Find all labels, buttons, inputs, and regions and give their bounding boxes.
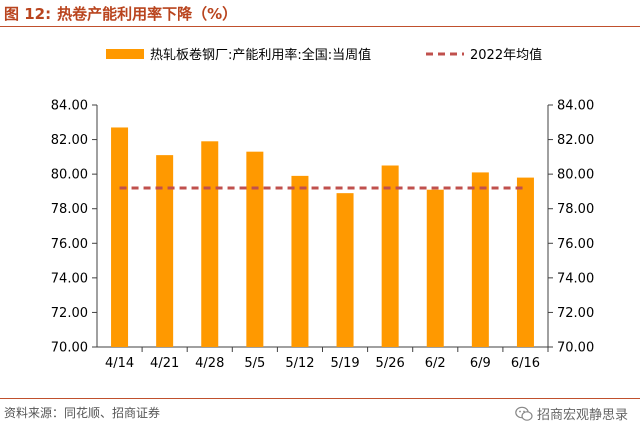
x-tick-label: 4/14 — [105, 356, 134, 371]
x-tick-label: 6/9 — [470, 356, 491, 371]
y-tick-label-left: 70.00 — [51, 341, 88, 356]
x-tick-label: 5/26 — [376, 356, 405, 371]
bar — [426, 189, 444, 347]
title-divider — [0, 26, 640, 27]
bar — [381, 165, 399, 347]
bar — [246, 151, 264, 347]
bar — [516, 177, 534, 347]
x-tick-label: 4/21 — [150, 356, 179, 371]
x-tick-label: 5/19 — [330, 356, 359, 371]
y-tick-label-right: 84.00 — [557, 99, 594, 114]
x-tick-label: 5/12 — [285, 356, 314, 371]
figure-title: 图 12: 热卷产能利用率下降（%） — [4, 3, 243, 24]
bar — [111, 127, 129, 347]
y-tick-label-right: 76.00 — [557, 237, 594, 252]
x-tick-label: 6/2 — [425, 356, 446, 371]
y-tick-label-right: 78.00 — [557, 202, 594, 217]
y-tick-label-left: 76.00 — [51, 237, 88, 252]
y-tick-label-right: 82.00 — [557, 133, 594, 148]
legend-label-bar: 热轧板卷钢厂:产能利用率:全国:当周值 — [150, 47, 371, 63]
y-tick-label-left: 80.00 — [51, 168, 88, 183]
y-tick-label-right: 72.00 — [557, 306, 594, 321]
bar — [471, 172, 489, 347]
y-tick-label-left: 84.00 — [51, 99, 88, 114]
y-tick-label-right: 80.00 — [557, 168, 594, 183]
brand-watermark: 招商宏观静思录 — [515, 404, 628, 423]
y-tick-label-left: 72.00 — [51, 306, 88, 321]
legend-swatch-bar — [106, 49, 144, 59]
capacity-utilization-chart: 热轧板卷钢厂:产能利用率:全国:当周值 2022年均值 70.00 70.00 72.0… — [51, 47, 594, 371]
footer-divider — [0, 398, 640, 399]
brand-name: 招商宏观静思录 — [536, 408, 628, 423]
figure-title-text: 热卷产能利用率下降（%） — [57, 5, 238, 23]
y-tick-label-right: 70.00 — [557, 341, 594, 356]
bar — [201, 141, 219, 347]
x-tick-label: 4/28 — [195, 356, 224, 371]
figure-label: 图 12: — [4, 5, 52, 23]
y-tick-label-left: 82.00 — [51, 133, 88, 148]
y-tick-label-left: 78.00 — [51, 202, 88, 217]
legend-label-line: 2022年均值 — [470, 47, 542, 63]
y-tick-label-right: 74.00 — [557, 271, 594, 286]
y-tick-label-left: 74.00 — [51, 271, 88, 286]
wechat-icon — [515, 406, 533, 421]
x-tick-label: 5/5 — [244, 356, 265, 371]
bar — [291, 175, 309, 347]
x-tick-label: 6/16 — [511, 356, 540, 371]
bar — [156, 155, 174, 347]
bar — [336, 193, 354, 347]
source-note: 资料来源：同花顺、招商证券 — [4, 406, 161, 420]
